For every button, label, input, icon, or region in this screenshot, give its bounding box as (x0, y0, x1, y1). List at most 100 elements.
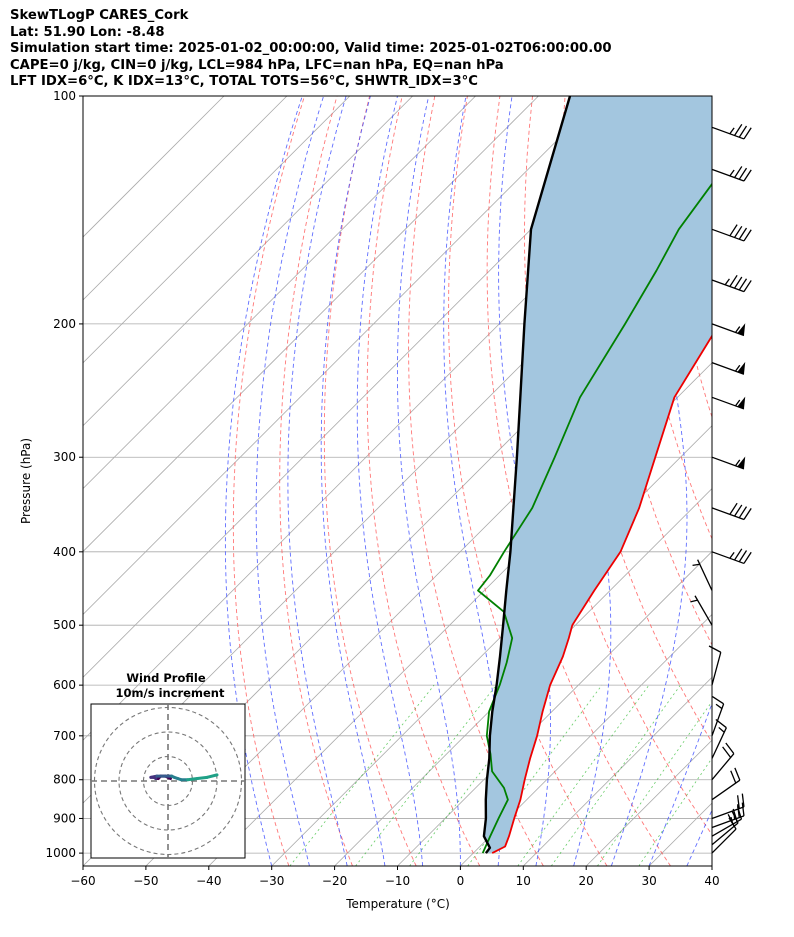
hodograph-inset: Wind Profile 10m/s increment (90, 671, 246, 859)
y-tick-label: 300 (53, 450, 76, 464)
wind-barb-full (734, 548, 743, 561)
wind-barb (708, 645, 722, 686)
wind-barb-pennant (737, 396, 746, 409)
dewpoint-profile-line (477, 182, 712, 854)
y-tick-label: 100 (53, 89, 76, 103)
wind-barb-shaft (711, 228, 745, 242)
wind-barb-full (734, 504, 743, 517)
wind-barb (711, 718, 727, 759)
y-tick-label: 600 (53, 678, 76, 692)
wind-barb-full (743, 507, 752, 520)
y-tick-label: 700 (53, 729, 76, 743)
wind-barb-full (738, 550, 748, 563)
isotherm-line (83, 96, 351, 364)
wind-barb-shaft (711, 126, 745, 140)
wind-barb-full (729, 502, 738, 515)
wind-barb-full (730, 770, 737, 784)
wind-barb-full (736, 804, 740, 818)
wind-barb-shaft (711, 652, 722, 686)
wind-barb-full (734, 123, 743, 136)
isotherm-line (83, 96, 413, 427)
wind-barb-full (722, 746, 732, 758)
wind-barb (692, 559, 713, 591)
hodograph-title: Wind Profile (126, 671, 206, 685)
cape-cin-fill (483, 96, 712, 854)
x-tick-label: −60 (70, 874, 95, 888)
wind-barb-half (734, 459, 741, 467)
wind-barb (711, 767, 741, 801)
y-tick-label: 400 (53, 545, 76, 559)
y-axis-label: Pressure (hPa) (19, 438, 33, 524)
isotherm-line (83, 96, 602, 615)
wind-barb-full (729, 224, 738, 237)
wind-barb (711, 361, 746, 375)
y-tick-label: 800 (53, 773, 76, 787)
mixing-ratio-line (638, 757, 712, 866)
isotherm-line (711, 865, 712, 866)
wind-barb-full (738, 506, 748, 519)
isotherm-line (83, 96, 288, 301)
wind-barb-shaft (711, 727, 727, 759)
moist-adiabat-line (610, 96, 688, 866)
wind-barb-full (729, 274, 738, 287)
isotherm-line (83, 96, 225, 238)
moist-adiabat-line (356, 96, 424, 866)
chart-title: SkewTLogP CARES_Cork (10, 8, 189, 23)
x-tick-label: 30 (641, 874, 656, 888)
hodograph-segment (195, 775, 209, 781)
isotherm-line (460, 613, 712, 866)
wind-barb-pennant (737, 361, 746, 375)
dry-adiabat-line (408, 96, 544, 866)
mixing-ratio-line (355, 684, 497, 866)
wind-barb-full (743, 169, 752, 182)
cape-line: CAPE=0 j/kg, CIN=0 j/kg, LCL=984 hPa, LF… (10, 57, 504, 73)
x-tick-label: 20 (579, 874, 594, 888)
x-tick-label: 0 (457, 874, 465, 888)
wind-barb-full (708, 645, 722, 653)
wind-barb-shaft (694, 595, 713, 626)
wind-barb-shaft (711, 456, 745, 470)
moist-adiabat-line (397, 96, 461, 866)
wind-barb-shaft (711, 818, 742, 837)
x-tick-label: 40 (704, 874, 719, 888)
wind-barb (690, 595, 713, 626)
wind-barb-half (734, 364, 741, 372)
wind-barb-shaft (711, 703, 725, 737)
wind-barb-shaft (711, 168, 745, 182)
mixing-ratio-line (409, 684, 548, 866)
hodograph-subtitle: 10m/s increment (116, 686, 225, 700)
wind-barb-shaft (711, 822, 739, 846)
wind-barb-half (729, 169, 735, 177)
wind-barb-full (734, 767, 741, 781)
wind-barb (711, 548, 752, 565)
wind-barb (711, 793, 745, 820)
wind-barb-half (734, 326, 741, 333)
wind-barb (711, 696, 725, 737)
wind-barb-shaft (711, 551, 745, 565)
hodograph-segment (205, 773, 219, 779)
wind-barb-full (725, 742, 735, 755)
wind-barb-full (738, 227, 748, 240)
wind-barb-half (733, 811, 736, 820)
wind-barb-full (734, 276, 743, 289)
wind-barb (711, 123, 752, 140)
wind-barb-pennant (737, 323, 746, 336)
wind-barb-half (729, 552, 735, 559)
wind-barb-shaft (711, 361, 745, 375)
wind-barb-shaft (711, 396, 745, 410)
temperature-profile-line (491, 334, 712, 854)
wind-barb-half (724, 278, 730, 286)
dry-adiabat-line (486, 96, 671, 866)
wind-barb-shaft (711, 815, 745, 829)
wind-barb-half (715, 703, 723, 710)
x-tick-label: −20 (322, 874, 347, 888)
x-tick-label: −50 (133, 874, 158, 888)
parcel-profile-line (482, 96, 572, 854)
wind-barb (711, 224, 752, 242)
mixing-ratio-line (550, 684, 681, 866)
wind-barb-shaft (711, 753, 735, 781)
wind-barb-full (738, 167, 748, 180)
mixing-ratio-line (289, 684, 435, 866)
wind-barb-pennant (737, 456, 746, 469)
